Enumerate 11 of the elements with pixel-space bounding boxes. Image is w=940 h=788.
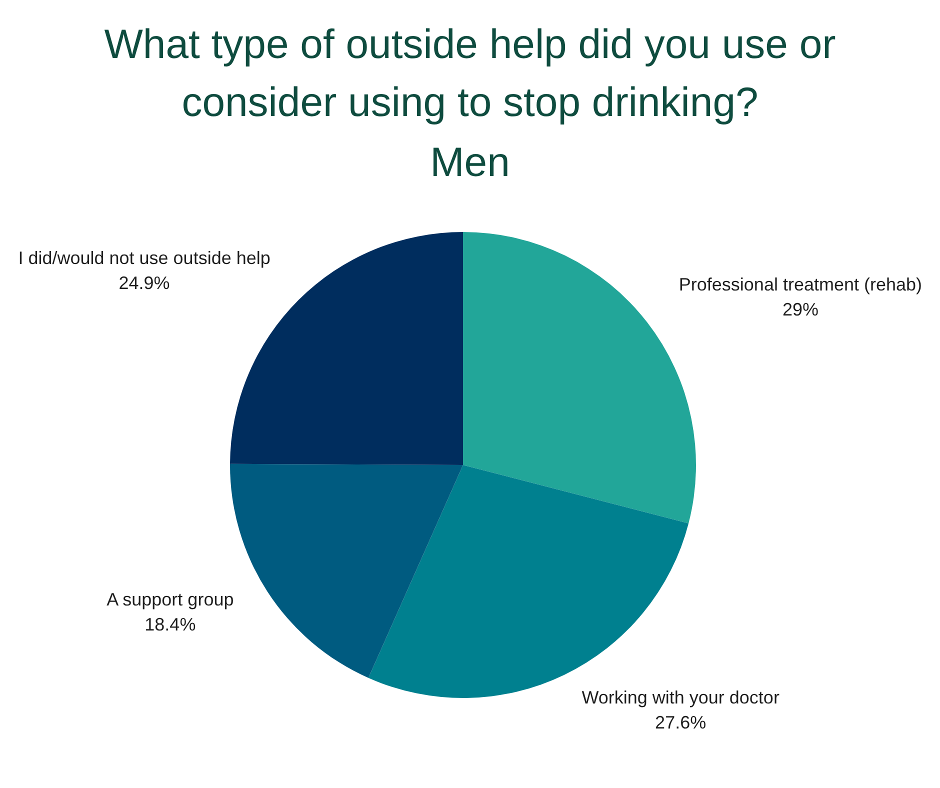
slice-label: I did/would not use outside help [18,248,270,268]
data-label: 24.9% [118,273,170,294]
data-label: 18.4% [144,614,196,635]
chart-subtitle: Men [430,139,510,185]
chart-title: What type of outside help did you use or consider using to stop drinking? [104,21,836,125]
pie-slice [230,232,463,465]
slice-label: Professional treatment (rehab) [678,274,922,294]
slice-label: Working with your doctor [582,687,780,708]
data-label: 27.6% [655,712,706,732]
data-label: 29% [782,299,818,320]
slice-label: A support group [106,590,234,610]
